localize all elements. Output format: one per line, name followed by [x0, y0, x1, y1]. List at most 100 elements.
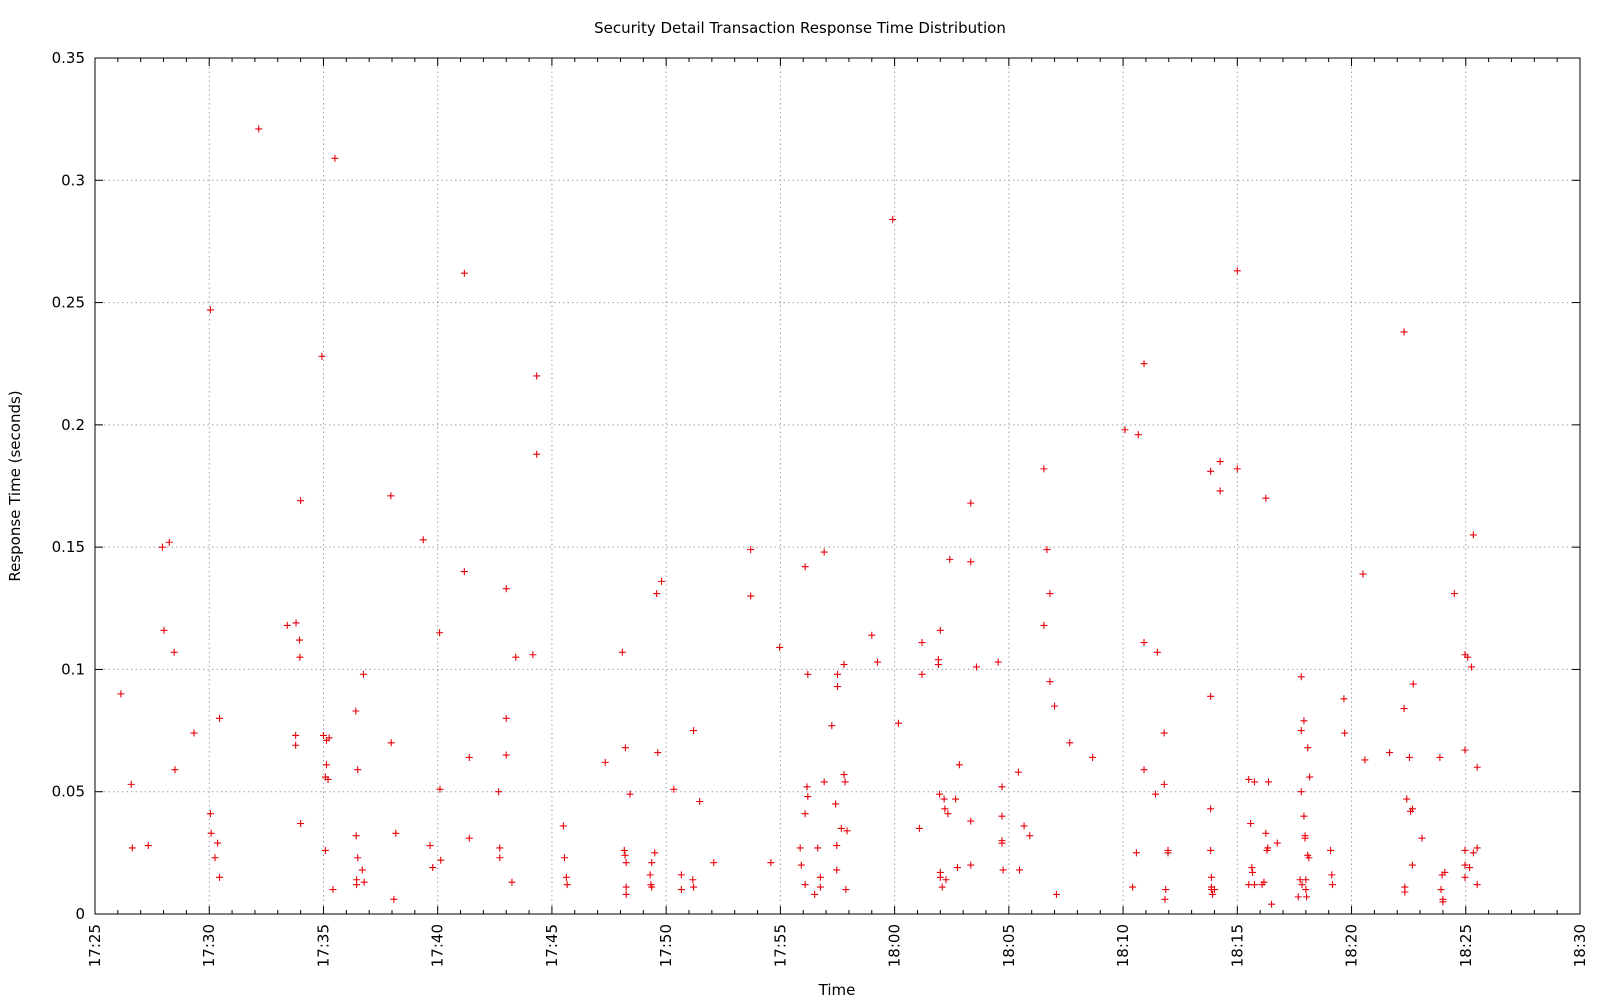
data-point [1405, 753, 1413, 761]
data-point [936, 626, 944, 634]
y-tick-label: 0.2 [61, 416, 85, 434]
data-point [533, 372, 541, 380]
data-point [437, 856, 445, 864]
data-point [801, 563, 809, 571]
data-point [352, 832, 360, 840]
data-point [747, 546, 755, 554]
data-point [1268, 900, 1276, 908]
data-point [358, 866, 366, 874]
data-point [502, 751, 510, 759]
data-point [214, 839, 222, 847]
data-point [1409, 680, 1417, 688]
data-point [994, 658, 1002, 666]
data-point [1249, 868, 1257, 876]
data-point [1209, 890, 1217, 898]
data-point [1473, 844, 1481, 852]
data-point [1247, 820, 1255, 828]
data-point [1273, 839, 1281, 847]
data-point [621, 851, 629, 859]
data-point [1300, 812, 1308, 820]
data-point [1473, 881, 1481, 889]
data-point [840, 661, 848, 669]
data-point [840, 771, 848, 779]
data-point [820, 548, 828, 556]
data-point [816, 873, 824, 881]
data-point [353, 881, 361, 889]
data-point [1020, 822, 1028, 830]
data-point [296, 653, 304, 661]
data-point [1160, 729, 1168, 737]
data-point [915, 824, 923, 832]
y-tick-label: 0.15 [52, 538, 85, 556]
data-point [1436, 753, 1444, 761]
data-point [1014, 768, 1022, 776]
data-point [804, 670, 812, 678]
data-point [390, 895, 398, 903]
data-point [460, 269, 468, 277]
x-tick-label: 18:10 [1114, 924, 1132, 967]
data-point [1461, 861, 1469, 869]
data-point [841, 778, 849, 786]
data-point [967, 861, 975, 869]
data-point [1439, 898, 1447, 906]
data-point [940, 795, 948, 803]
data-point [426, 842, 434, 850]
data-point [190, 729, 198, 737]
data-point [1302, 886, 1310, 894]
data-point [392, 829, 400, 837]
data-points [117, 125, 1481, 908]
data-point [1461, 746, 1469, 754]
data-point [127, 780, 135, 788]
x-tick-label: 18:00 [886, 924, 904, 967]
data-point [998, 839, 1006, 847]
data-point [1401, 888, 1409, 896]
data-point [158, 543, 166, 551]
data-point [1207, 692, 1215, 700]
data-point [354, 766, 362, 774]
data-point [690, 883, 698, 891]
y-axis-label: Response Time (seconds) [6, 390, 24, 581]
data-point [1327, 846, 1335, 854]
data-point [942, 876, 950, 884]
data-point [1043, 546, 1051, 554]
data-point [820, 778, 828, 786]
data-point [508, 878, 516, 886]
data-point [953, 864, 961, 872]
data-point [165, 538, 173, 546]
data-point [1140, 360, 1148, 368]
data-point [747, 592, 755, 600]
data-point [211, 854, 219, 862]
grid-lines [95, 58, 1580, 914]
data-point [646, 871, 654, 879]
data-point [816, 883, 824, 891]
data-point [1162, 886, 1170, 894]
data-point [559, 822, 567, 830]
data-point [319, 731, 327, 739]
data-point [803, 783, 811, 791]
data-point [360, 878, 368, 886]
data-point [1140, 766, 1148, 774]
data-point [1140, 639, 1148, 647]
data-point [801, 810, 809, 818]
data-point [292, 619, 300, 627]
data-point [206, 810, 214, 818]
data-point [1450, 590, 1458, 598]
x-tick-label: 18:15 [1228, 924, 1246, 967]
data-point [1361, 756, 1369, 764]
data-point [936, 873, 944, 881]
data-point [1469, 849, 1477, 857]
data-point [952, 795, 960, 803]
data-point [496, 854, 504, 862]
data-point [216, 873, 224, 881]
data-point [1403, 795, 1411, 803]
data-point [429, 864, 437, 872]
data-point [967, 499, 975, 507]
data-point [465, 753, 473, 761]
data-point [562, 873, 570, 881]
data-point [1408, 805, 1416, 813]
data-point [832, 800, 840, 808]
data-point [1467, 663, 1475, 671]
data-point [1400, 705, 1408, 713]
data-point [1233, 267, 1241, 275]
data-point [1304, 744, 1312, 752]
